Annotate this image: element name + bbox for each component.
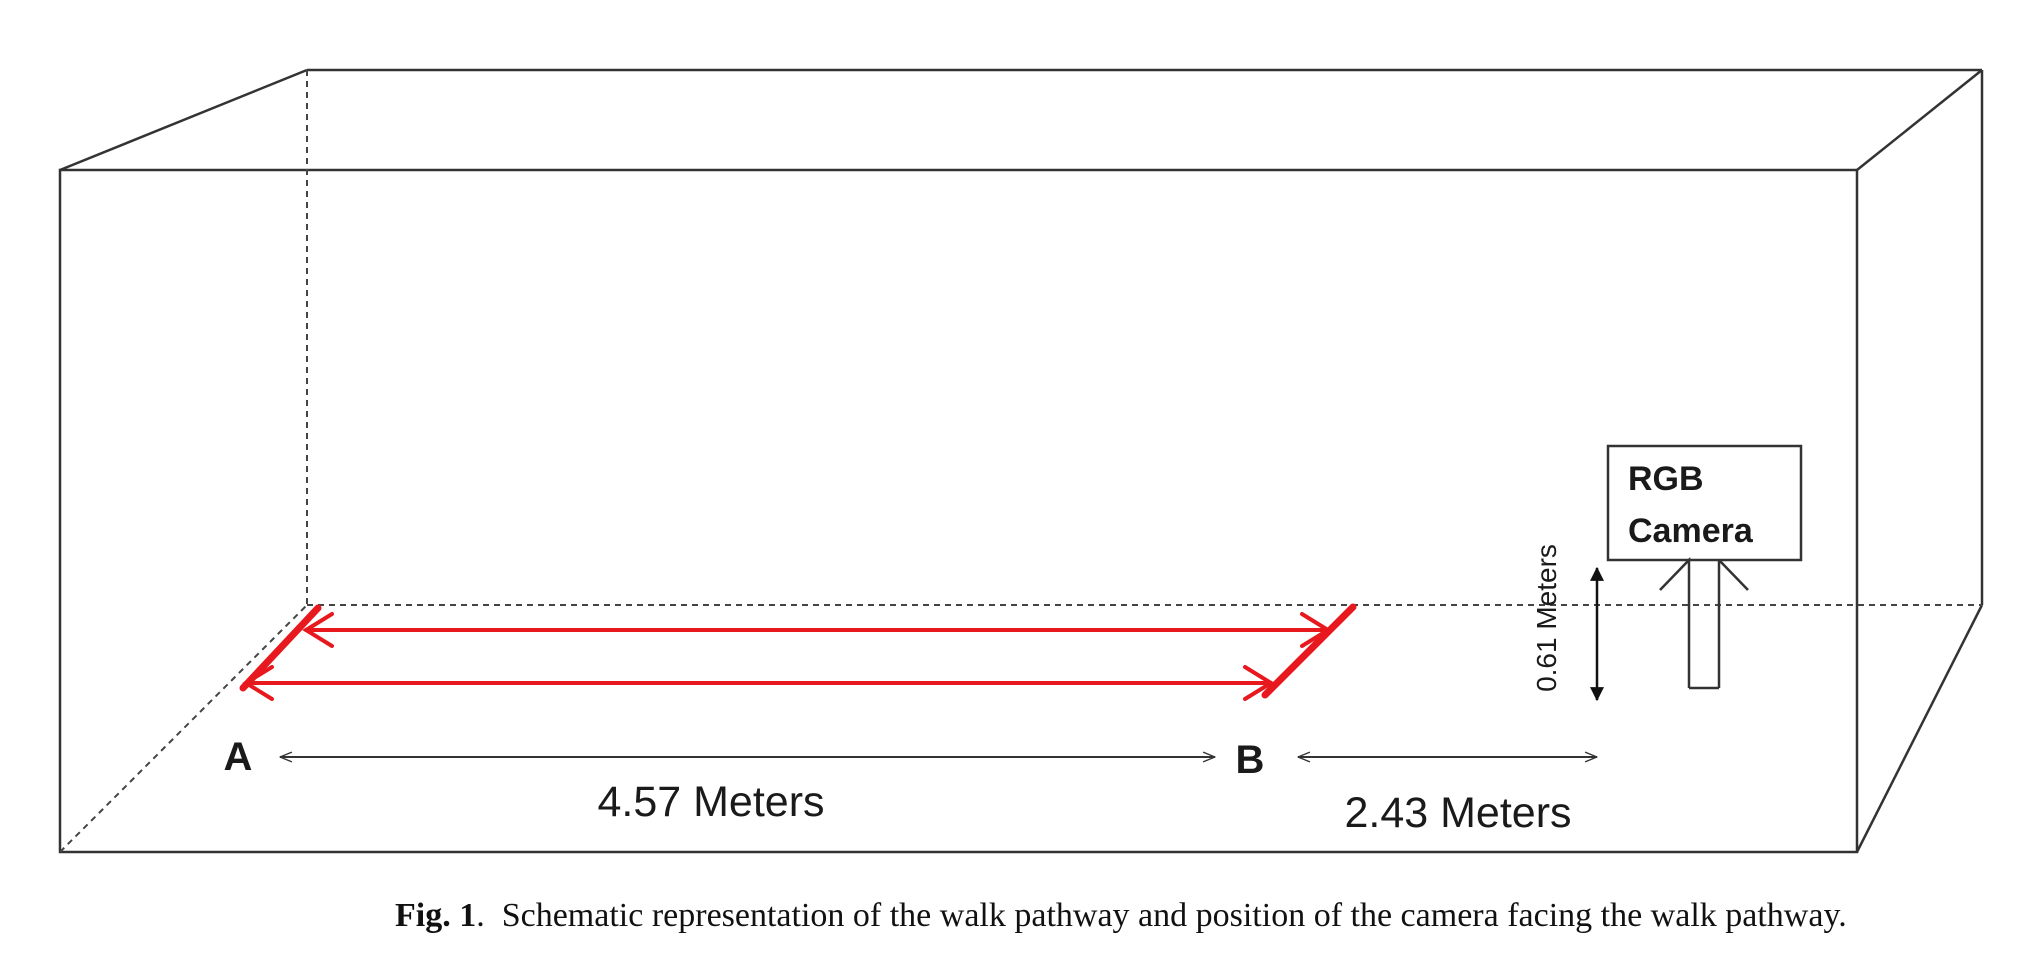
walk-pathway [239,603,1357,701]
room-bottom-right-edge [1855,604,1984,853]
figure-number: Fig. 1 [395,897,477,934]
point-a-label: A [224,735,253,779]
caption-text: Schematic representation of the walk pat… [501,897,1847,934]
room-top-left-edge [59,68,308,172]
camera-mount-arrow [1659,556,1749,690]
room-hidden-edges [59,70,1982,853]
turn-line-b [1261,603,1357,699]
room-box [58,68,1984,854]
figure-number-separator: . [476,897,485,934]
start-line-a [239,604,322,692]
rgb-camera: RGB Camera [1606,444,1803,690]
figure-caption: Fig. 1. Schematic representation of the … [395,897,1847,935]
room-top-right-edge [1856,69,1983,171]
camera-box [1606,444,1803,562]
pathway-outbound-arrowhead-right [1300,612,1332,648]
camera-height-label: 0.61 Meters [1531,544,1562,692]
pathway-return-arrowhead-right [1243,665,1275,701]
camera-label-line2: Camera [1628,512,1754,550]
pathway-return-arrowhead-left [242,665,274,701]
room-front-face [58,168,1859,854]
point-b-label: B [1236,738,1265,782]
distance-b-camera-label: 2.43 Meters [1344,789,1571,837]
distance-ab-label: 4.57 Meters [597,778,824,826]
camera-label-line1: RGB [1628,460,1704,498]
pathway-outbound-arrowhead-left [302,612,334,648]
room-floor-left-edge [59,604,308,853]
